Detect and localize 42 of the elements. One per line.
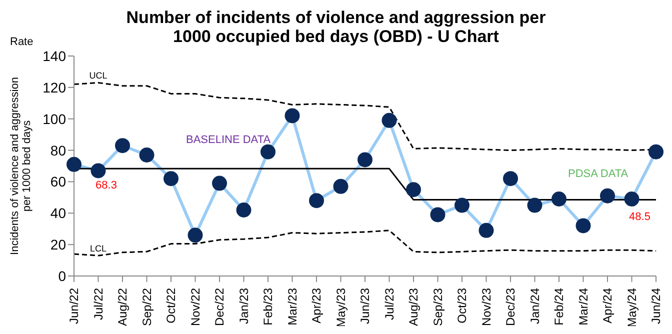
- series-label: LCL: [90, 244, 107, 254]
- y-tick-label: 20: [50, 236, 66, 253]
- y-tick-label: 0: [58, 268, 66, 284]
- x-tick-label: Oct/22: [164, 288, 178, 324]
- x-tick-label: Jun/24: [649, 288, 663, 324]
- y-tick-label: 40: [50, 205, 66, 222]
- text: Rate: [10, 36, 34, 48]
- x-tick-label: Jul/22: [91, 288, 106, 320]
- x-tick-label: Apr/23: [310, 288, 324, 324]
- series-label: UCL: [89, 70, 108, 81]
- x-tick-label: Dec/22: [212, 288, 226, 326]
- y-tick-label: 60: [50, 174, 66, 190]
- y-tick-label: 120: [42, 79, 66, 96]
- x-tick-label: Nov/22: [188, 288, 202, 326]
- chart-title: Number of incidents of violence and aggression per 1000 occupied bed days (OBD) - U Chart: [125, 8, 547, 48]
- y-tick-label: 100: [42, 110, 66, 127]
- x-tick-label: May/23: [334, 288, 348, 328]
- data-label: 48.5: [629, 210, 650, 223]
- y-tick-label: 80: [50, 142, 66, 158]
- y-axis-title: Incidents of violence and aggression per 1000 bed days: [9, 77, 33, 255]
- x-tick-label: Feb/24: [552, 288, 566, 326]
- x-tick-label: Sep/22: [140, 288, 154, 326]
- y-tick-label: 140: [42, 48, 66, 64]
- annotation: BASELINE DATA: [186, 134, 271, 146]
- x-tick-label: Mar/23: [285, 288, 300, 326]
- x-tick-label: Nov/23: [479, 288, 494, 326]
- x-tick-label: Jan/23: [236, 288, 251, 324]
- x-tick-label: Aug/23: [406, 288, 420, 326]
- x-tick-label: Mar/24: [576, 288, 590, 326]
- x-tick-label: Jun/23: [358, 288, 372, 324]
- x-tick-label: Oct/23: [455, 288, 469, 324]
- annotation: PDSA DATA: [568, 168, 628, 180]
- x-tick-label: Jul/23: [382, 288, 396, 320]
- data-label: 68.3: [96, 180, 117, 192]
- x-tick-label: Jun/22: [67, 288, 81, 324]
- x-tick-label: Dec/23: [504, 288, 518, 326]
- x-tick-label: Sep/23: [430, 288, 445, 326]
- x-tick-label: Jan/24: [528, 288, 542, 324]
- x-tick-label: Aug/22: [116, 288, 130, 326]
- x-tick-label: May/24: [624, 288, 639, 328]
- x-tick-label: Apr/24: [600, 288, 614, 324]
- x-tick-label: Feb/23: [261, 288, 275, 326]
